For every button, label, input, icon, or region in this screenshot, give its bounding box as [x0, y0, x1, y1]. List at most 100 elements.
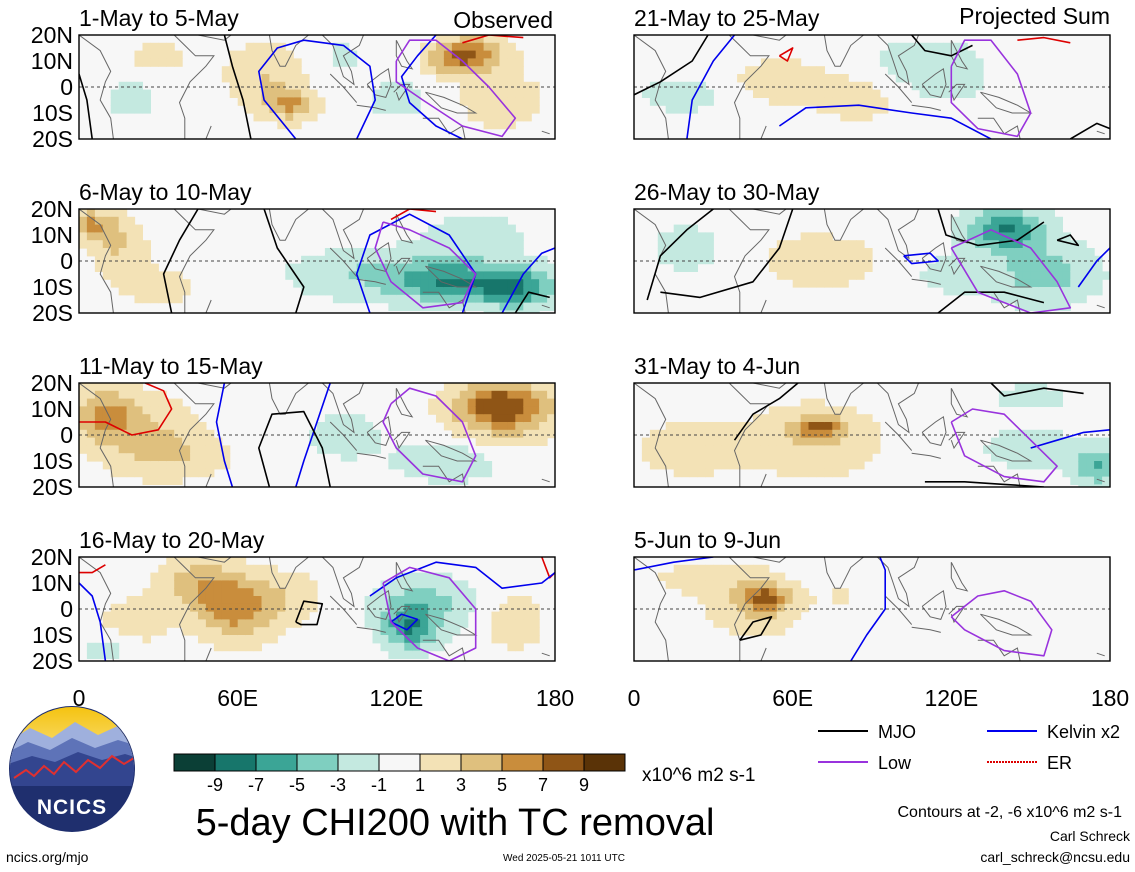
field-cell — [118, 390, 128, 400]
field-cell — [134, 263, 143, 272]
field-cell — [388, 642, 397, 652]
field-cell — [126, 603, 136, 613]
field-cell — [1030, 209, 1040, 218]
field-cell — [205, 596, 215, 605]
field-cell — [198, 445, 207, 454]
field-cell — [832, 406, 841, 415]
coastline — [366, 241, 392, 272]
field-cell — [443, 50, 453, 59]
coastline — [268, 209, 310, 241]
field-cell — [198, 429, 207, 439]
field-cell — [213, 580, 223, 589]
coastline — [823, 35, 865, 67]
field-cell — [412, 572, 421, 581]
field-cell — [967, 271, 976, 280]
colorbar-swatch — [378, 753, 421, 772]
field-cell — [118, 224, 128, 233]
field-cell — [198, 603, 207, 613]
field-cell — [245, 564, 255, 574]
field-cell — [760, 437, 770, 446]
field-cell — [1022, 437, 1032, 446]
field-cell — [864, 437, 873, 446]
field-cell — [1030, 294, 1040, 304]
field-cell — [991, 445, 1000, 454]
field-cell — [134, 422, 143, 431]
field-cell — [451, 42, 461, 52]
field-cell — [499, 120, 508, 130]
field-cell — [86, 422, 96, 431]
field-cell — [475, 50, 485, 59]
field-cell — [1054, 287, 1063, 296]
field-cell — [895, 58, 905, 67]
field-cell — [174, 414, 183, 423]
field-cell — [776, 596, 786, 605]
field-cell — [1094, 279, 1103, 288]
colorbar-tick-label: 5 — [497, 775, 507, 795]
field-cell — [1030, 279, 1040, 288]
field-cell — [824, 414, 833, 423]
field-cell — [118, 81, 128, 91]
field-cell — [285, 580, 294, 589]
field-cell — [681, 453, 691, 462]
field-cell — [808, 74, 817, 83]
field-cell — [1086, 255, 1095, 265]
field-cell — [459, 596, 469, 605]
field-cell — [420, 596, 429, 605]
lat-tick-label: 0 — [60, 422, 73, 448]
field-cell — [182, 414, 191, 423]
field-cell — [396, 635, 405, 644]
colorbar-tick-label: 9 — [579, 775, 589, 795]
coastline — [1096, 130, 1105, 135]
field-cell — [467, 406, 477, 415]
field-cell — [436, 453, 445, 462]
field-cell — [388, 255, 397, 265]
field-cell — [285, 603, 294, 613]
field-cell — [412, 650, 421, 659]
field-cell — [182, 453, 191, 462]
field-cell — [134, 232, 143, 241]
coastline — [752, 383, 787, 389]
field-cell — [134, 271, 143, 280]
field-cell — [523, 611, 532, 620]
field-cell — [229, 580, 239, 589]
field-cell — [110, 650, 120, 659]
coastline — [876, 557, 920, 608]
field-cell — [856, 461, 865, 470]
field-cell — [713, 564, 722, 574]
field-cell — [483, 240, 493, 249]
contour-kelvin — [79, 582, 107, 661]
field-cell — [94, 445, 104, 454]
field-cell — [1086, 248, 1095, 257]
field-cell — [507, 406, 516, 415]
field-cell — [959, 224, 968, 233]
coastline — [634, 557, 669, 661]
field-cell — [150, 398, 159, 407]
field-cell — [475, 287, 485, 296]
field-cell — [174, 468, 183, 478]
field-cell — [1062, 287, 1071, 296]
map-frame — [633, 556, 1111, 662]
field-cell — [285, 105, 294, 114]
field-cell — [277, 603, 286, 613]
field-cell — [491, 635, 500, 644]
field-cell — [848, 255, 857, 265]
field-cell — [436, 414, 445, 423]
field-cell — [848, 240, 857, 249]
field-cell — [467, 588, 477, 597]
field-cell — [293, 81, 302, 91]
field-cell — [792, 89, 802, 98]
field-cell — [261, 42, 270, 52]
field-cell — [229, 642, 239, 652]
field-cell — [903, 42, 913, 52]
field-cell — [792, 97, 802, 106]
field-cell — [110, 453, 120, 462]
field-cell — [808, 81, 817, 91]
field-cell — [396, 588, 405, 597]
field-cell — [150, 414, 159, 423]
field-cell — [784, 437, 794, 446]
lat-tick-label: 10N — [31, 570, 73, 596]
field-cell — [404, 294, 413, 304]
contour-mjo — [911, 35, 973, 57]
field-cell — [86, 650, 96, 659]
field-cell — [451, 390, 461, 400]
